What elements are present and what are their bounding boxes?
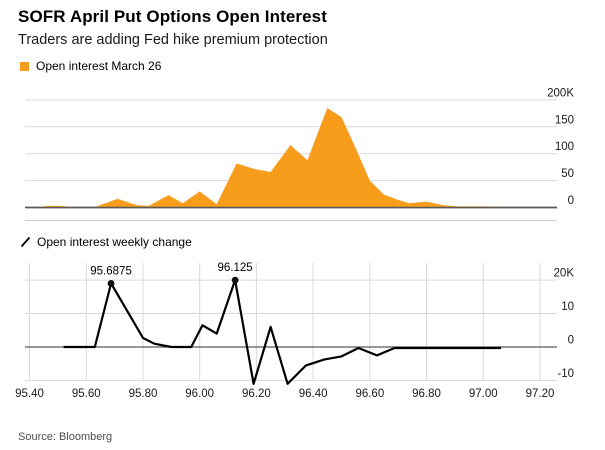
page-title: SOFR April Put Options Open Interest — [18, 7, 327, 26]
peak-marker-dot — [231, 276, 239, 284]
line-sample-icon — [20, 236, 31, 248]
x-tick-label: 95.60 — [72, 388, 101, 400]
x-tick-label: 96.00 — [185, 388, 214, 400]
peak-marker-dot — [107, 280, 115, 287]
x-tick-label: 95.40 — [15, 388, 44, 400]
peak-annotation-label: 95.6875 — [90, 265, 132, 277]
x-tick-label: 96.20 — [242, 388, 271, 400]
top-y-tick-label: 50 — [561, 168, 574, 180]
source-note: Source: Bloomberg — [18, 431, 113, 443]
legend-label-open-interest: Open interest March 26 — [36, 59, 162, 73]
bottom-y-tick-label: -10 — [557, 368, 574, 380]
x-tick-label: 97.20 — [526, 388, 555, 400]
legend-open-interest: Open interest March 26 — [20, 59, 161, 73]
x-tick-label: 96.60 — [355, 388, 384, 400]
legend-weekly-change: Open interest weekly change — [20, 235, 192, 249]
legend-label-weekly-change: Open interest weekly change — [37, 235, 192, 249]
top-y-tick-label: 200K — [547, 87, 574, 99]
bottom-y-tick-label: 20K — [554, 268, 575, 280]
peak-annotation-label: 96.125 — [218, 262, 253, 274]
weekly-change-line-series — [63, 279, 501, 385]
top-y-tick-label: 150 — [555, 114, 574, 126]
square-swatch-icon — [20, 61, 29, 71]
chart-subtitle: Traders are adding Fed hike premium prot… — [18, 32, 328, 48]
x-tick-label: 97.00 — [469, 388, 498, 400]
top-y-tick-label: 100 — [555, 141, 574, 153]
open-interest-area-series — [38, 108, 523, 208]
bottom-y-tick-label: 10 — [561, 301, 574, 313]
bottom-y-tick-label: 0 — [568, 335, 574, 347]
x-tick-label: 95.80 — [129, 388, 158, 400]
top-y-tick-label: 0 — [568, 195, 574, 207]
x-tick-label: 96.80 — [412, 388, 441, 400]
x-tick-label: 96.40 — [299, 388, 328, 400]
